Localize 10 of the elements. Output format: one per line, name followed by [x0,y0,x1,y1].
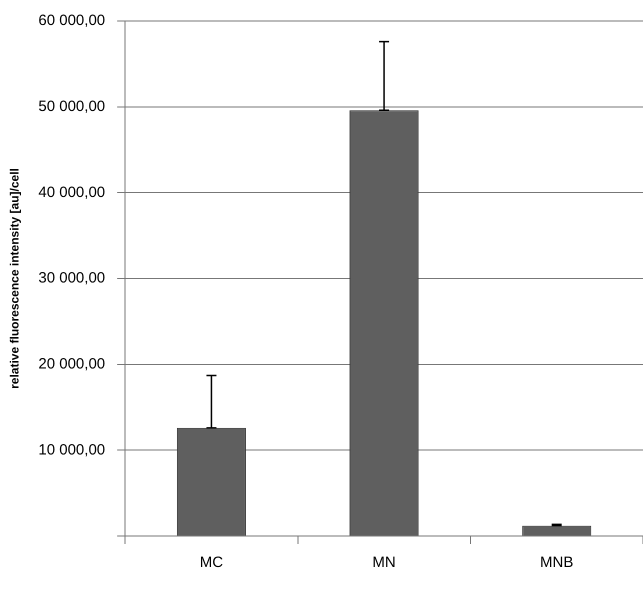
y-tick-label: 20 000,00 [38,355,106,372]
x-tick-label: MN [372,554,396,572]
y-axis-title: relative fluorescence intensity [au]/cell [8,168,22,389]
x-tick-label: MC [200,554,224,572]
x-tick-label: MNB [540,554,574,572]
y-tick-label: 10 000,00 [38,441,106,458]
y-tick-label: 60 000,00 [38,12,106,30]
y-tick-label: 50 000,00 [38,98,106,115]
y-tick-label: 30 000,00 [38,270,106,287]
y-tick-label: 40 000,00 [38,184,106,201]
